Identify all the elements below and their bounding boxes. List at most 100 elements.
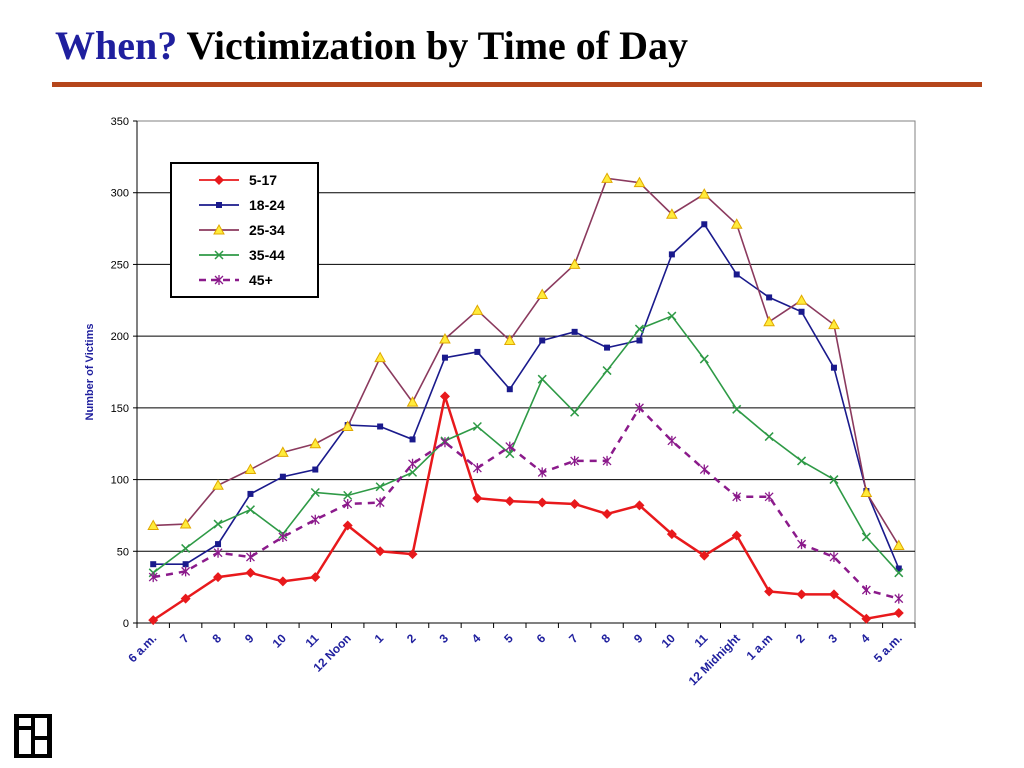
legend-5-17-marker [214, 175, 224, 185]
series-5-17-point [634, 500, 645, 511]
x-shape [310, 487, 320, 498]
series-18-24-point [247, 490, 254, 497]
star-shape [570, 455, 580, 466]
y-tick-label: 0 [123, 618, 129, 630]
square-shape [247, 490, 254, 497]
series-35-44-line [152, 315, 900, 574]
x-shape [181, 543, 191, 553]
legend-25-34-marker [213, 223, 225, 235]
series-18-24-point [182, 561, 189, 568]
square-shape [506, 386, 513, 393]
series-35-44-point [505, 449, 515, 459]
series-5-17-point [213, 572, 224, 583]
series-25-34-point [277, 446, 289, 457]
legend-35-44-marker [214, 250, 224, 260]
series-18-24-point [506, 386, 513, 393]
series-5-17-point [439, 391, 450, 402]
star-shape [440, 437, 450, 448]
legend-45--label: 45+ [249, 272, 273, 288]
series-35-44-point [797, 456, 807, 466]
series-35-44-point [699, 354, 709, 364]
triangle-shape [730, 218, 743, 229]
series-25-34-point [439, 332, 451, 344]
triangle-shape [471, 304, 484, 315]
series-18-24-line [153, 223, 900, 569]
series-25-34-point [374, 351, 386, 363]
series-25-34-point [633, 176, 646, 188]
x-tick-label: 8 [599, 631, 614, 646]
series-18-24-point [604, 344, 611, 351]
x-shape [699, 354, 709, 364]
x-shape [214, 250, 224, 260]
series-25-34-point [763, 315, 775, 327]
series-25-34-point [828, 318, 840, 330]
diamond-shape [634, 500, 645, 511]
diamond-shape [666, 529, 677, 540]
x-tick-label: 6 [534, 631, 549, 646]
series-25-34-point [179, 518, 192, 529]
star-shape [732, 491, 742, 502]
y-tick-label: 100 [111, 475, 129, 487]
series-45--point [894, 593, 904, 604]
series-45--point [472, 463, 482, 474]
star-shape [537, 467, 547, 478]
series-5-17-point [180, 593, 191, 604]
triangle-shape [309, 437, 322, 449]
series-25-34-point [666, 208, 678, 219]
x-shape [505, 449, 515, 459]
x-shape [537, 374, 547, 384]
series-45--point [343, 498, 353, 509]
diamond-shape [537, 497, 548, 508]
square-shape [377, 423, 384, 430]
diamond-shape [277, 576, 288, 587]
star-shape [861, 585, 871, 596]
square-shape [571, 328, 578, 335]
x-shape [602, 366, 612, 376]
series-35-44-point [829, 475, 839, 485]
x-shape [894, 568, 904, 578]
series-25-34-point [536, 288, 549, 300]
series-18-24-point [150, 561, 157, 568]
star-shape [245, 552, 255, 563]
diamond-shape [310, 572, 321, 583]
square-shape [604, 344, 611, 351]
star-shape [181, 566, 191, 577]
triangle-shape [763, 315, 775, 327]
x-shape [829, 475, 839, 485]
series-45--point [797, 539, 807, 550]
triangle-shape [212, 479, 224, 490]
series-35-44-point [181, 543, 191, 553]
triangle-shape [439, 332, 451, 344]
series-25-34-point [892, 539, 905, 551]
series-5-17-point [861, 613, 872, 624]
x-tick-label: 9 [242, 631, 257, 646]
series-25-34-point [244, 463, 257, 475]
series-5-17-point [407, 549, 418, 560]
triangle-shape [213, 223, 225, 235]
series-18-24-point [701, 221, 708, 228]
x-shape [797, 456, 807, 466]
x-shape [570, 407, 580, 417]
diamond-shape [828, 589, 839, 600]
x-shape [245, 505, 255, 515]
x-tick-label: 10 [270, 631, 290, 651]
series-35-44-point [213, 519, 223, 529]
series-45--line [152, 405, 900, 600]
x-tick-label: 10 [659, 631, 679, 651]
series-25-34-point [309, 437, 322, 449]
star-shape [408, 458, 418, 469]
x-shape [667, 311, 677, 321]
series-18-24-point [409, 436, 416, 443]
series-5-17-point [277, 576, 288, 587]
series-45--point [537, 467, 547, 478]
series-45--point [245, 552, 255, 563]
y-tick-label: 50 [117, 546, 129, 558]
series-5-17-point [828, 589, 839, 600]
x-shape [213, 519, 223, 529]
series-35-44-point [537, 374, 547, 384]
series-18-24-point [474, 348, 481, 355]
star-shape [343, 498, 353, 509]
star-shape [602, 455, 612, 466]
triangle-shape [503, 334, 516, 345]
